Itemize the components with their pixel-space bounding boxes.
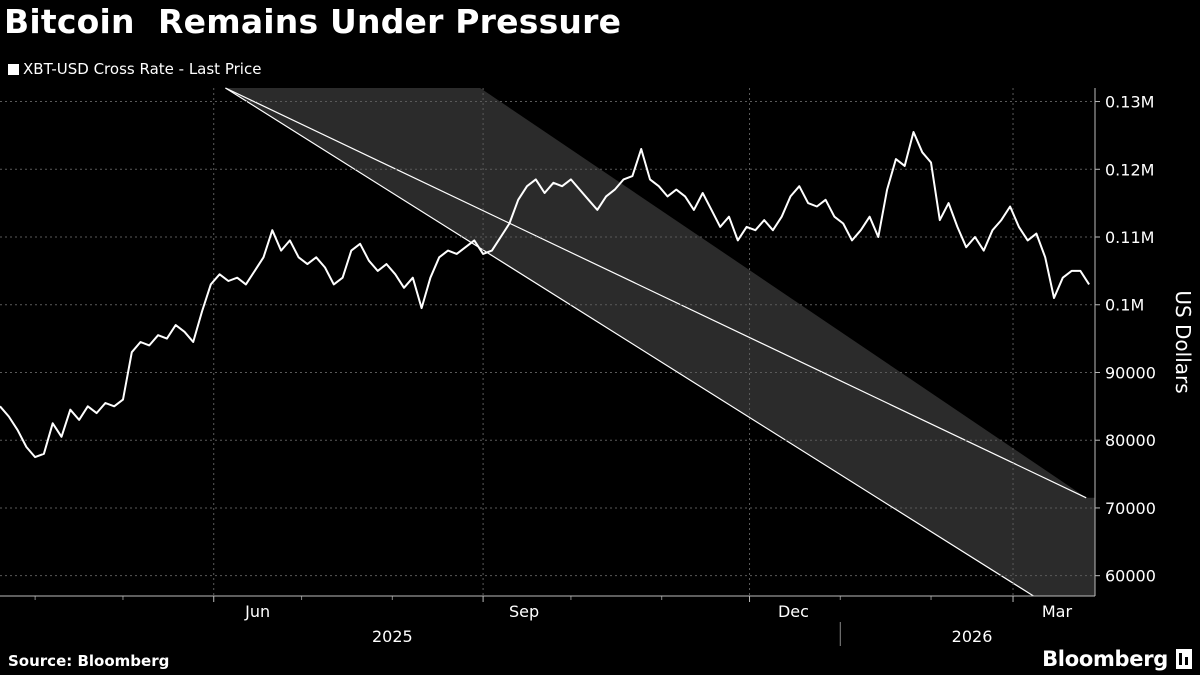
x-tick-label: Jun [244,602,270,621]
y-tick-label: 0.11M [1105,228,1154,247]
legend-label: XBT-USD Cross Rate - Last Price [23,60,262,78]
legend-swatch [8,63,19,75]
y-tick-label: 0.12M [1105,160,1154,179]
y-tick-label: 60000 [1105,567,1156,586]
x-tick-label: Sep [509,602,539,621]
trend-channel-lower [225,87,1034,597]
y-tick-label: 90000 [1105,363,1156,382]
source-note: Source: Bloomberg [8,652,170,670]
brand-logo: Bloomberg [1042,647,1168,671]
price-series-line [0,131,1090,459]
x-tick-label: Dec [778,602,809,621]
y-axis-title: US Dollars [1171,290,1195,393]
trend-channel-fill [225,88,1095,596]
brand-mark-icon [1176,649,1192,669]
y-tick-label: 0.1M [1105,296,1144,315]
x-year-label: 2026 [952,627,993,646]
legend: XBT-USD Cross Rate - Last Price [8,60,261,78]
y-tick-label: 80000 [1105,431,1156,450]
x-year-label: 2025 [372,627,413,646]
trend-channel-upper [225,87,1087,499]
y-tick-label: 70000 [1105,499,1156,518]
x-tick-label: Mar [1042,602,1073,621]
y-tick-label: 0.13M [1105,93,1154,112]
chart-title: Bitcoin Remains Under Pressure [4,2,622,41]
